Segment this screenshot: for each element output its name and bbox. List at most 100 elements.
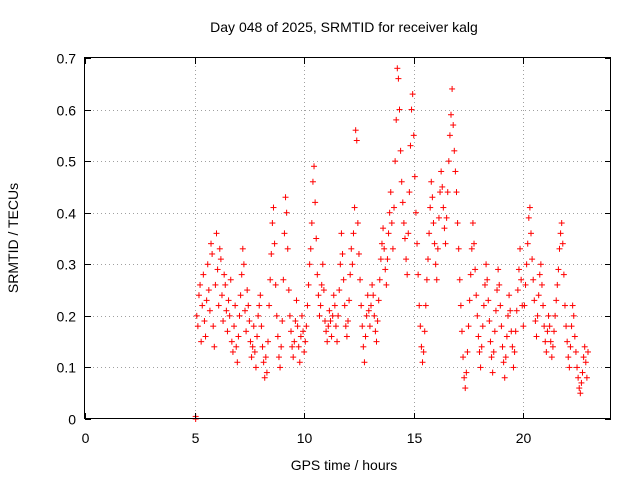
data-point bbox=[453, 189, 460, 196]
data-point bbox=[195, 292, 202, 299]
data-point bbox=[473, 292, 480, 299]
data-point bbox=[365, 307, 372, 314]
data-point bbox=[282, 194, 289, 201]
data-point bbox=[336, 287, 343, 294]
data-point bbox=[304, 302, 311, 309]
data-point bbox=[517, 245, 524, 252]
data-points bbox=[192, 65, 591, 422]
data-point bbox=[225, 297, 232, 304]
x-tick-label: 5 bbox=[192, 430, 200, 446]
data-point bbox=[412, 209, 419, 216]
y-tick-label: 0.5 bbox=[57, 154, 77, 170]
data-point bbox=[271, 240, 278, 247]
data-point bbox=[411, 173, 418, 180]
data-point bbox=[523, 261, 530, 268]
data-point bbox=[424, 256, 431, 263]
data-point bbox=[360, 343, 367, 350]
data-point bbox=[221, 271, 228, 278]
data-point bbox=[499, 343, 506, 350]
data-point bbox=[204, 261, 211, 268]
data-point bbox=[395, 75, 402, 82]
data-point bbox=[290, 354, 297, 361]
data-point bbox=[248, 354, 255, 361]
data-point bbox=[389, 245, 396, 252]
data-point bbox=[450, 122, 457, 129]
data-point bbox=[492, 307, 499, 314]
data-point bbox=[279, 318, 286, 325]
data-point bbox=[274, 333, 281, 340]
data-point bbox=[545, 312, 552, 319]
data-point bbox=[469, 220, 476, 227]
data-point bbox=[535, 292, 542, 299]
data-point bbox=[525, 214, 532, 221]
data-point bbox=[370, 292, 377, 299]
data-point bbox=[245, 302, 252, 309]
data-point bbox=[300, 328, 307, 335]
data-point bbox=[481, 281, 488, 288]
data-point bbox=[285, 287, 292, 294]
data-point bbox=[552, 312, 559, 319]
data-point bbox=[272, 281, 279, 288]
data-point bbox=[334, 338, 341, 345]
data-point bbox=[278, 343, 285, 350]
data-point bbox=[323, 328, 330, 335]
data-point bbox=[429, 194, 436, 201]
data-point bbox=[328, 333, 335, 340]
data-point bbox=[222, 281, 229, 288]
data-point bbox=[416, 302, 423, 309]
data-point bbox=[296, 359, 303, 366]
data-point bbox=[468, 245, 475, 252]
data-point bbox=[371, 312, 378, 319]
data-point bbox=[301, 348, 308, 355]
data-point bbox=[382, 266, 389, 273]
data-point bbox=[363, 312, 370, 319]
data-point bbox=[574, 364, 581, 371]
x-tick-label: 10 bbox=[297, 430, 313, 446]
data-point bbox=[442, 240, 449, 247]
data-point bbox=[501, 374, 508, 381]
x-tick-label: 0 bbox=[82, 430, 90, 446]
data-point bbox=[361, 359, 368, 366]
x-tick-label: 15 bbox=[407, 430, 423, 446]
data-point bbox=[217, 256, 224, 263]
data-point bbox=[392, 158, 399, 165]
data-point bbox=[340, 276, 347, 283]
data-point bbox=[220, 318, 227, 325]
data-point bbox=[560, 271, 567, 278]
data-point bbox=[338, 230, 345, 237]
data-point bbox=[305, 281, 312, 288]
data-point bbox=[291, 338, 298, 345]
data-point bbox=[466, 297, 473, 304]
data-point bbox=[472, 266, 479, 273]
data-point bbox=[401, 235, 408, 242]
data-point bbox=[286, 312, 293, 319]
data-point bbox=[292, 318, 299, 325]
data-point bbox=[530, 276, 537, 283]
data-point bbox=[277, 364, 284, 371]
data-point bbox=[558, 220, 565, 227]
data-point bbox=[565, 354, 572, 361]
data-point bbox=[540, 302, 547, 309]
data-point bbox=[572, 348, 579, 355]
data-point bbox=[538, 281, 545, 288]
data-point bbox=[476, 348, 483, 355]
data-point bbox=[235, 333, 242, 340]
data-point bbox=[375, 297, 382, 304]
data-point bbox=[497, 302, 504, 309]
data-point bbox=[489, 369, 496, 376]
data-point bbox=[480, 302, 487, 309]
data-point bbox=[369, 281, 376, 288]
data-point bbox=[575, 374, 582, 381]
data-point bbox=[567, 343, 574, 350]
data-point bbox=[430, 220, 437, 227]
data-point bbox=[212, 281, 219, 288]
data-point bbox=[275, 354, 282, 361]
data-point bbox=[231, 323, 238, 330]
data-point bbox=[236, 312, 243, 319]
data-point bbox=[198, 338, 205, 345]
data-point bbox=[321, 318, 328, 325]
data-point bbox=[224, 328, 231, 335]
data-point bbox=[433, 276, 440, 283]
data-point bbox=[258, 323, 265, 330]
data-point bbox=[388, 220, 395, 227]
